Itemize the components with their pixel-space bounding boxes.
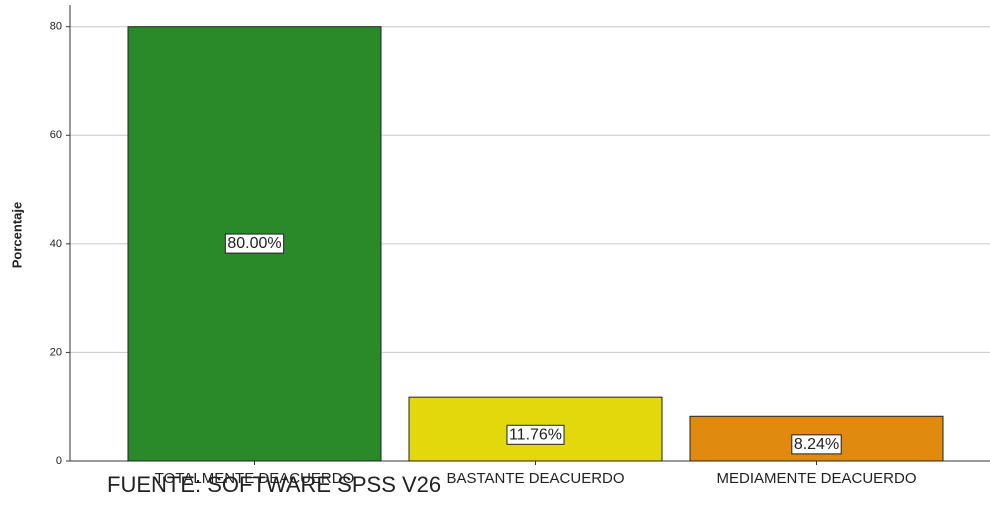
- value-label: 8.24%: [794, 436, 839, 453]
- y-tick-label: 0: [56, 455, 62, 467]
- source-note: FUENTE: SOFTWARE SPSS V26: [107, 472, 441, 497]
- y-tick-label: 80: [50, 21, 62, 33]
- value-label: 11.76%: [509, 426, 562, 443]
- x-tick-label: MEDIAMENTE DEACUERDO: [716, 470, 916, 487]
- x-tick-label: BASTANTE DEACUERDO: [446, 470, 624, 487]
- y-tick-label: 60: [50, 129, 62, 141]
- y-tick-label: 40: [50, 238, 62, 250]
- y-tick-label: 20: [50, 346, 62, 358]
- value-label: 80.00%: [227, 235, 281, 252]
- x-tick-label: TOTALMENTE DEACUERDO: [155, 470, 354, 487]
- value-label-box: [224, 233, 285, 254]
- y-axis-label: Porcentaje: [9, 202, 24, 268]
- value-label-box: [791, 434, 842, 455]
- value-label-box: [506, 424, 565, 445]
